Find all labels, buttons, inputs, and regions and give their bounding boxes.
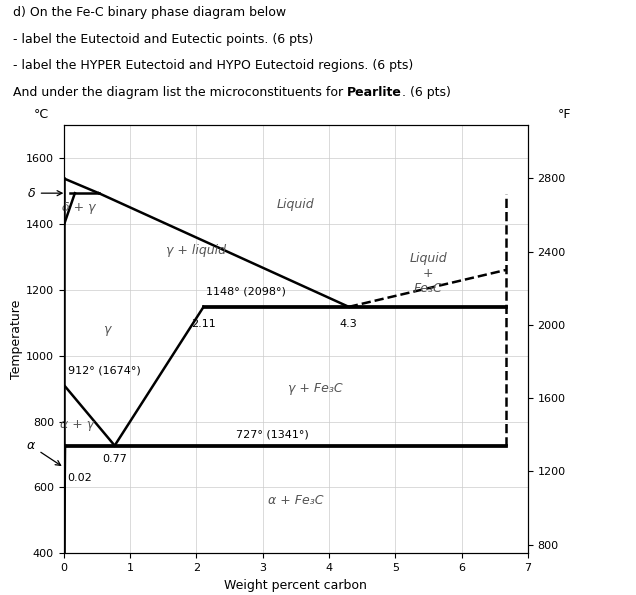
- Text: Liquid
+
Fe₃C: Liquid + Fe₃C: [410, 252, 447, 295]
- Text: And under the diagram list the microconstituents for: And under the diagram list the microcons…: [13, 86, 347, 99]
- Text: 4.3: 4.3: [340, 320, 357, 330]
- Text: 0.02: 0.02: [67, 472, 92, 483]
- Text: 912° (1674°): 912° (1674°): [68, 365, 141, 375]
- Text: Pearlite: Pearlite: [347, 86, 401, 99]
- Text: 2.11: 2.11: [191, 320, 216, 330]
- Text: α + Fe₃C: α + Fe₃C: [268, 494, 324, 507]
- X-axis label: Weight percent carbon: Weight percent carbon: [225, 578, 367, 591]
- Text: d) On the Fe-C binary phase diagram below: d) On the Fe-C binary phase diagram belo…: [13, 6, 286, 19]
- Text: γ: γ: [103, 322, 111, 336]
- Text: 0.77: 0.77: [102, 455, 127, 465]
- Text: $\alpha$: $\alpha$: [25, 439, 60, 465]
- Text: . (6 pts): . (6 pts): [401, 86, 450, 99]
- Text: γ + Fe₃C: γ + Fe₃C: [288, 382, 343, 395]
- Text: γ + liquid: γ + liquid: [166, 244, 226, 256]
- Text: °F: °F: [558, 108, 572, 121]
- Y-axis label: Temperature: Temperature: [10, 299, 23, 379]
- Text: $\delta$: $\delta$: [27, 187, 62, 200]
- Text: - label the Eutectoid and Eutectic points. (6 pts): - label the Eutectoid and Eutectic point…: [13, 33, 313, 46]
- Text: 1148° (2098°): 1148° (2098°): [206, 287, 286, 297]
- Text: α + γ: α + γ: [60, 418, 94, 431]
- Text: δ + γ: δ + γ: [62, 201, 95, 214]
- Text: - label the HYPER Eutectoid and HYPO Eutectoid regions. (6 pts): - label the HYPER Eutectoid and HYPO Eut…: [13, 60, 413, 72]
- Text: Liquid: Liquid: [277, 198, 315, 211]
- Text: °C: °C: [34, 108, 48, 121]
- Text: 727° (1341°): 727° (1341°): [236, 430, 309, 440]
